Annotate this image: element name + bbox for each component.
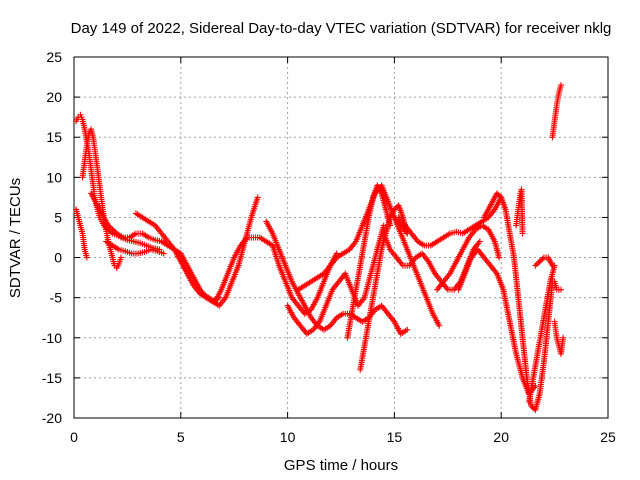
- series-track-6: [103, 238, 167, 257]
- data-point: [496, 193, 503, 200]
- data-point: [392, 205, 399, 212]
- data-point: [106, 223, 113, 230]
- series-track-15: [395, 194, 505, 249]
- data-point: [532, 382, 539, 389]
- y-tick-label: -5: [50, 290, 63, 306]
- data-point: [558, 286, 565, 293]
- y-tick-label: 15: [46, 129, 62, 145]
- data-point: [533, 261, 540, 268]
- data-point: [387, 222, 394, 229]
- y-tick-label: 20: [46, 89, 62, 105]
- data-point: [110, 227, 117, 234]
- data-point: [496, 254, 503, 261]
- data-point: [493, 190, 500, 197]
- plot-frame: [73, 56, 609, 419]
- x-tick-label: 15: [387, 429, 403, 445]
- y-axis-label: SDTVAR / TECUs: [7, 178, 24, 298]
- data-point: [105, 222, 112, 229]
- series-track-16: [434, 222, 503, 293]
- series-track-21: [551, 318, 567, 357]
- series-track-7: [199, 234, 340, 317]
- series-track-14: [391, 214, 443, 329]
- data-point: [558, 82, 565, 89]
- data-point: [108, 225, 115, 232]
- series-track-5: [132, 194, 261, 309]
- data-point: [117, 254, 124, 261]
- data-point: [495, 191, 502, 198]
- data-point: [519, 230, 526, 237]
- series-track-22: [551, 278, 565, 293]
- data-point: [160, 250, 167, 257]
- data-point: [529, 404, 536, 411]
- y-tick-label: -20: [42, 410, 62, 426]
- data-point: [391, 206, 398, 213]
- data-point: [380, 222, 387, 229]
- data-point: [83, 254, 90, 261]
- data-point: [528, 402, 535, 409]
- series-track-2: [73, 206, 90, 261]
- data-point: [254, 194, 261, 201]
- chart-title: Day 149 of 2022, Sidereal Day-to-day VTE…: [71, 20, 612, 37]
- data-point: [404, 326, 411, 333]
- y-tick-label: 10: [46, 169, 62, 185]
- series-track-9: [284, 222, 387, 337]
- y-tick-label: -15: [42, 370, 62, 386]
- series-track-24: [532, 254, 556, 269]
- data-point: [538, 257, 545, 264]
- x-tick-label: 5: [177, 429, 185, 445]
- x-axis-label: GPS time / hours: [284, 457, 398, 474]
- series-track-17: [455, 246, 539, 397]
- data-point: [436, 322, 443, 329]
- grid: [74, 57, 608, 418]
- x-tick-label: 10: [280, 429, 296, 445]
- series-track-19: [513, 186, 526, 237]
- series-track-12: [344, 182, 394, 341]
- x-tick-label: 20: [493, 429, 509, 445]
- data-point: [532, 262, 539, 269]
- y-tick-label: 0: [54, 250, 62, 266]
- axis-ticks: 0 5 10 15 20 25 -20 -15 -10 -5 0 5 10 15 20 25: [42, 49, 616, 445]
- data-point: [539, 255, 546, 262]
- series-track-18: [481, 190, 556, 413]
- data-point: [112, 229, 119, 236]
- data-point: [476, 238, 483, 245]
- y-tick-label: 5: [54, 209, 62, 225]
- data-point: [549, 262, 556, 269]
- x-tick-label: 0: [70, 429, 78, 445]
- data-point: [535, 259, 542, 266]
- data-point: [109, 226, 116, 233]
- series-track-23: [549, 82, 565, 141]
- y-tick-label: -10: [42, 330, 62, 346]
- data-marks: [73, 82, 567, 413]
- y-tick-label: 25: [46, 49, 62, 65]
- data-point: [560, 334, 567, 341]
- data-point: [536, 258, 543, 265]
- x-tick-label: 25: [600, 429, 616, 445]
